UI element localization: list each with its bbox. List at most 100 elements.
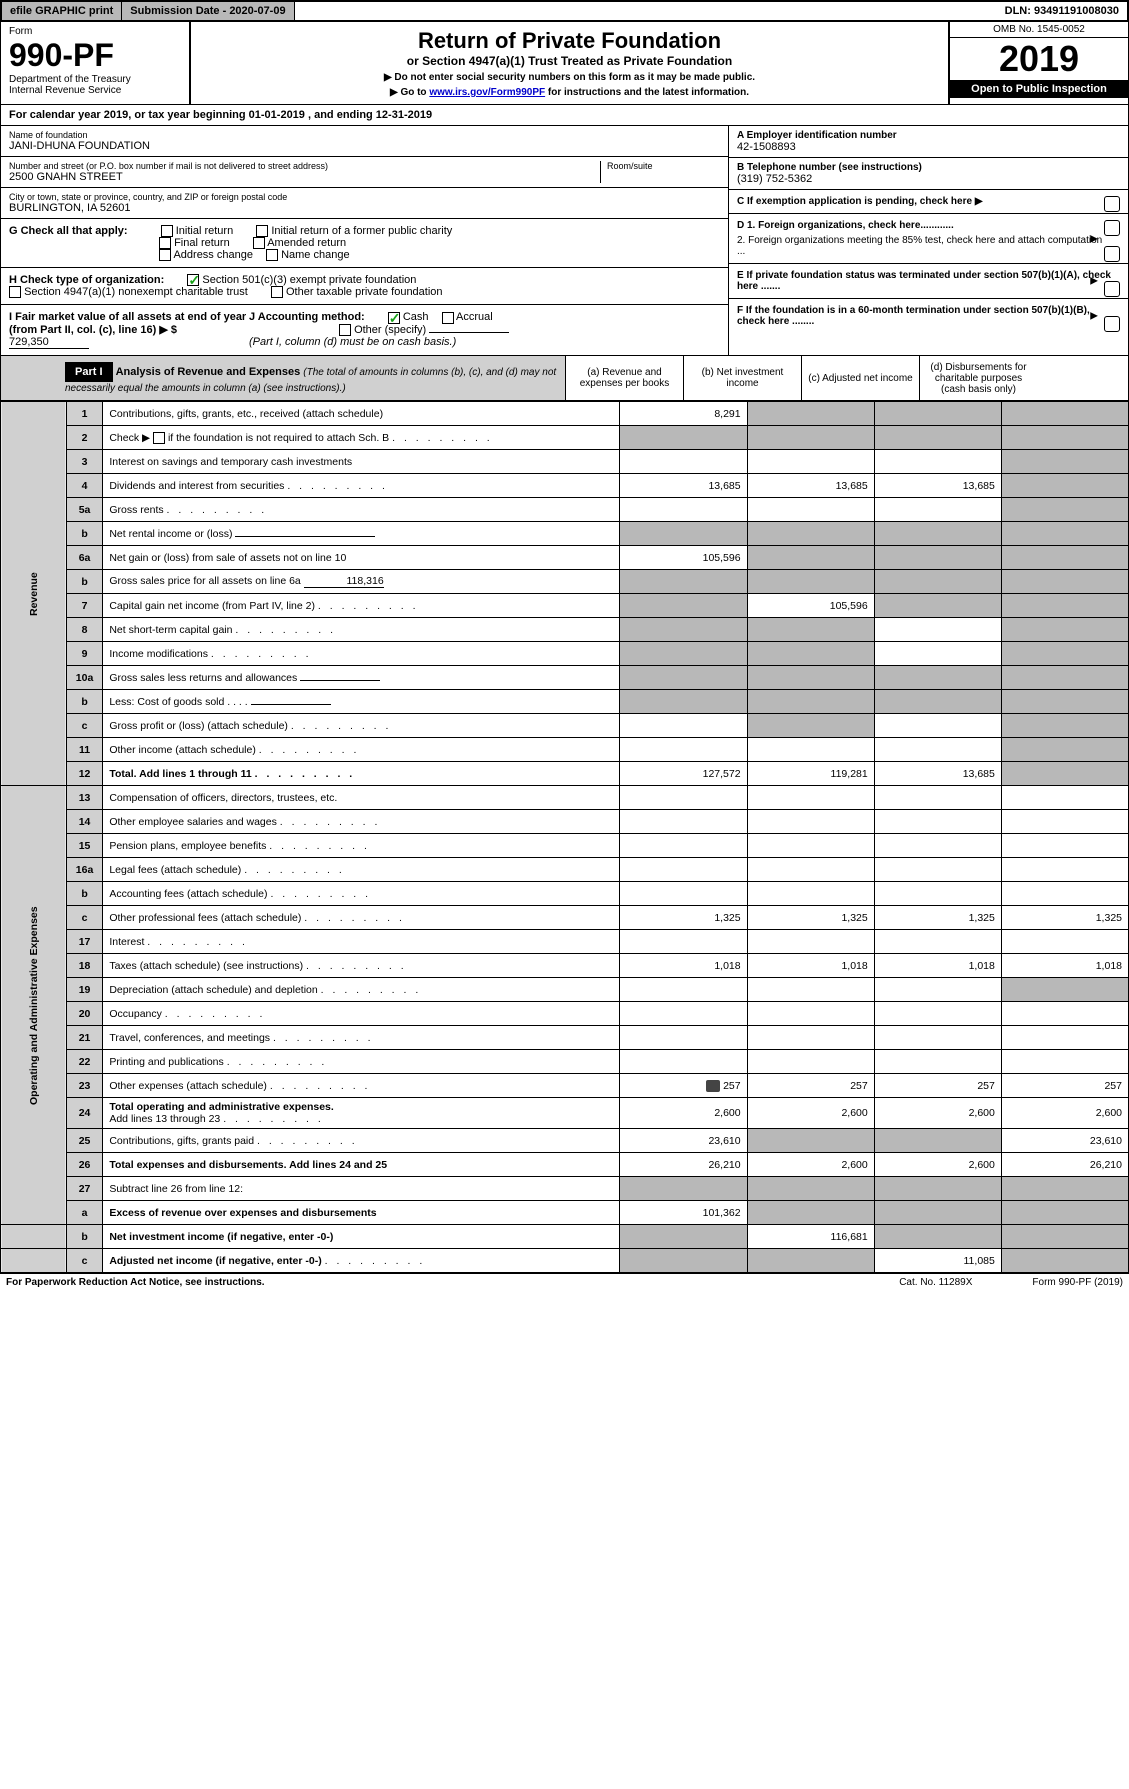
part1-header-row: Part I Analysis of Revenue and Expenses … [0, 356, 1129, 401]
cell-value: 105,596 [620, 546, 747, 570]
row-desc: Interest on savings and temporary cash i… [103, 450, 620, 474]
row-desc: Income modifications [103, 642, 620, 666]
checkbox-e[interactable] [1104, 281, 1120, 297]
col-b-header: (b) Net investment income [683, 356, 801, 400]
checkbox-initial-former[interactable] [256, 225, 268, 237]
table-row: 25Contributions, gifts, grants paid 23,6… [1, 1129, 1129, 1153]
row-num: 25 [66, 1129, 103, 1153]
main-title: Return of Private Foundation [197, 28, 942, 54]
row-num: b [66, 570, 103, 594]
dept-treasury: Department of the Treasury [9, 74, 181, 85]
row-desc: Net gain or (loss) from sale of assets n… [103, 546, 620, 570]
checkbox-accrual[interactable] [442, 312, 454, 324]
omb-number: OMB No. 1545-0052 [950, 22, 1128, 38]
col-d-header: (d) Disbursements for charitable purpose… [919, 356, 1037, 400]
cell-value: 1,018 [874, 954, 1001, 978]
row-desc: Other expenses (attach schedule) [103, 1074, 620, 1098]
checkbox-f[interactable] [1104, 316, 1120, 332]
checkbox-d1[interactable] [1104, 220, 1120, 236]
row-desc: Total expenses and disbursements. Add li… [103, 1153, 620, 1177]
row-desc: Interest [103, 930, 620, 954]
table-row: 4Dividends and interest from securities … [1, 474, 1129, 498]
checkbox-other-taxable[interactable] [271, 286, 283, 298]
cell-value: 257 [874, 1074, 1001, 1098]
j-label: J Accounting method: [249, 311, 365, 323]
instruction-1: ▶ Do not enter social security numbers o… [197, 72, 942, 83]
efile-print-btn[interactable]: efile GRAPHIC print [2, 2, 122, 20]
checkbox-cash[interactable] [388, 312, 400, 324]
col-c-header: (c) Adjusted net income [801, 356, 919, 400]
foundation-name: JANI-DHUNA FOUNDATION [9, 140, 720, 152]
row-num: 14 [66, 810, 103, 834]
cell-value: 101,362 [620, 1201, 747, 1225]
open-to-public: Open to Public Inspection [950, 80, 1128, 98]
cell-value: 1,325 [1001, 906, 1128, 930]
row-num: 15 [66, 834, 103, 858]
row-desc: Contributions, gifts, grants, etc., rece… [103, 402, 620, 426]
h-label: H Check type of organization: [9, 274, 164, 286]
tax-year: 2019 [950, 38, 1128, 80]
row-desc: Total. Add lines 1 through 11 [103, 762, 620, 786]
table-row: 8Net short-term capital gain [1, 618, 1129, 642]
table-row: 21Travel, conferences, and meetings [1, 1026, 1129, 1050]
address: 2500 GNAHN STREET [9, 171, 600, 183]
row-num: 3 [66, 450, 103, 474]
row-num: 19 [66, 978, 103, 1002]
cell-value: 23,610 [620, 1129, 747, 1153]
checkbox-d2[interactable] [1104, 246, 1120, 262]
col-a-header: (a) Revenue and expenses per books [565, 356, 683, 400]
page-footer: For Paperwork Reduction Act Notice, see … [0, 1273, 1129, 1291]
row-desc: Subtract line 26 from line 12: [103, 1177, 620, 1201]
irs-link[interactable]: www.irs.gov/Form990PF [429, 87, 545, 98]
row-desc: Legal fees (attach schedule) [103, 858, 620, 882]
cell-value: 1,018 [1001, 954, 1128, 978]
row-num: 13 [66, 786, 103, 810]
foundation-name-label: Name of foundation [9, 130, 720, 140]
checkbox-final-return[interactable] [159, 237, 171, 249]
row-num: b [66, 1225, 103, 1249]
table-row: 16aLegal fees (attach schedule) [1, 858, 1129, 882]
row-desc: Other employee salaries and wages [103, 810, 620, 834]
cell-value: 257 [747, 1074, 874, 1098]
form-label: Form [9, 26, 181, 37]
city-label: City or town, state or province, country… [9, 192, 720, 202]
city: BURLINGTON, IA 52601 [9, 202, 720, 214]
checkbox-name-change[interactable] [266, 249, 278, 261]
cell-value: 13,685 [747, 474, 874, 498]
checkbox-other-method[interactable] [339, 324, 351, 336]
dln: DLN: 93491191008030 [997, 2, 1127, 20]
checkbox-501c3[interactable] [187, 274, 199, 286]
table-row: 11Other income (attach schedule) [1, 738, 1129, 762]
table-row: bAccounting fees (attach schedule) [1, 882, 1129, 906]
checkbox-amended[interactable] [253, 237, 265, 249]
table-row: Operating and Administrative Expenses 13… [1, 786, 1129, 810]
checkbox-address-change[interactable] [159, 249, 171, 261]
table-row: 19Depreciation (attach schedule) and dep… [1, 978, 1129, 1002]
section-e: E If private foundation status was termi… [729, 264, 1128, 299]
row-num: a [66, 1201, 103, 1225]
room-label: Room/suite [607, 161, 720, 171]
table-row: 26Total expenses and disbursements. Add … [1, 1153, 1129, 1177]
row-num: 5a [66, 498, 103, 522]
table-row: 23Other expenses (attach schedule) 25725… [1, 1074, 1129, 1098]
checkbox-c[interactable] [1104, 196, 1120, 212]
table-row: 20Occupancy [1, 1002, 1129, 1026]
cell-value: 1,018 [747, 954, 874, 978]
checkbox-sch-b[interactable] [153, 432, 165, 444]
cell-value: 1,018 [620, 954, 747, 978]
attachment-icon[interactable] [706, 1080, 720, 1092]
table-row: bNet investment income (if negative, ent… [1, 1225, 1129, 1249]
row-desc: Pension plans, employee benefits [103, 834, 620, 858]
row-desc: Accounting fees (attach schedule) [103, 882, 620, 906]
checkbox-4947[interactable] [9, 286, 21, 298]
section-c: C If exemption application is pending, c… [729, 190, 1128, 214]
checkbox-initial-return[interactable] [161, 225, 173, 237]
table-row: bNet rental income or (loss) [1, 522, 1129, 546]
ein: 42-1508893 [737, 141, 1120, 153]
cell-value: 13,685 [874, 474, 1001, 498]
table-row: 3Interest on savings and temporary cash … [1, 450, 1129, 474]
row-desc: Other professional fees (attach schedule… [103, 906, 620, 930]
section-d: D 1. Foreign organizations, check here..… [729, 214, 1128, 264]
table-row: 5aGross rents [1, 498, 1129, 522]
instruction-2: ▶ Go to www.irs.gov/Form990PF for instru… [197, 87, 942, 98]
